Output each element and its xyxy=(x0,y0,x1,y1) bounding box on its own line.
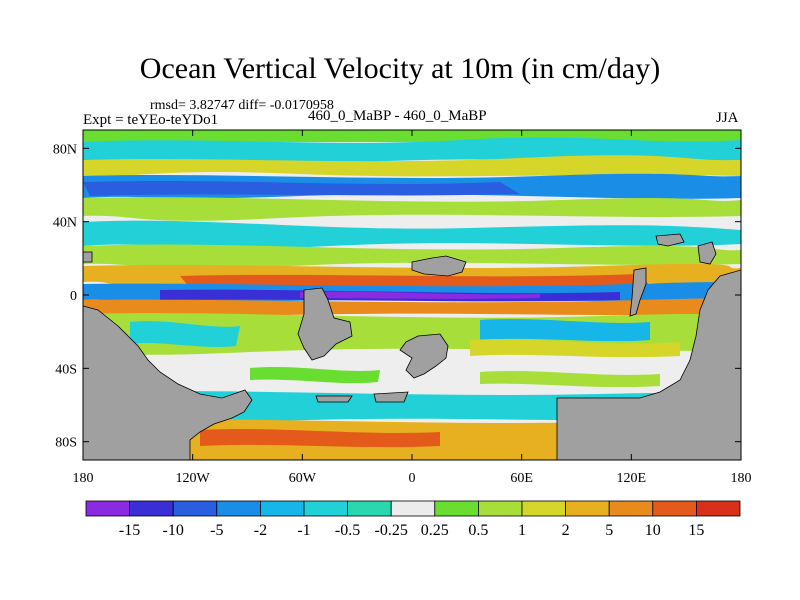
colorbar-label: -0.25 xyxy=(375,522,408,539)
x-tick-label: 180 xyxy=(731,471,752,486)
y-tick-label: 80S xyxy=(55,436,77,451)
colorbar-swatch xyxy=(216,500,261,517)
patch-indian-pos xyxy=(470,339,680,358)
patch-acc-strong xyxy=(200,429,440,448)
colorbar-swatch xyxy=(129,500,174,517)
land-central-1 xyxy=(297,287,353,361)
band-south-equatorial xyxy=(83,298,741,318)
y-tick-label: 40N xyxy=(53,216,77,231)
map-field xyxy=(83,130,741,460)
colorbar-label: 1 xyxy=(518,522,526,539)
band-subtropic-neg xyxy=(83,220,741,249)
colorbar-label: 0.5 xyxy=(468,522,488,539)
patch-indian-neg xyxy=(480,319,650,342)
colorbar-label: -5 xyxy=(210,522,223,539)
land-east-strip xyxy=(629,267,647,317)
y-tick-label: 0 xyxy=(70,289,77,304)
stats-line: rmsd= 3.82747 diff= -0.0170958 xyxy=(150,98,334,113)
colorbar-swatch xyxy=(85,500,130,517)
y-tick-label: 80N xyxy=(53,142,77,157)
subtitle: 460_0_MaBP - 460_0_MaBP xyxy=(308,108,487,124)
season-label: JJA xyxy=(716,110,739,126)
patch-southeast-pacific xyxy=(130,321,240,347)
patch-south-atlantic xyxy=(250,367,380,384)
x-tick-label: 120W xyxy=(176,471,211,486)
land-shelf-2 xyxy=(373,391,409,403)
land-east xyxy=(556,269,741,460)
colorbar-label: -1 xyxy=(297,522,310,539)
colorbar-label: 5 xyxy=(605,522,613,539)
colorbar-label: 15 xyxy=(688,522,704,539)
colorbar-swatch xyxy=(303,500,348,517)
colorbar-label: -10 xyxy=(163,522,184,539)
patch-south-indian xyxy=(480,371,660,388)
colorbar-label: 0.25 xyxy=(421,522,449,539)
colorbar-swatch xyxy=(652,500,697,517)
x-tick-label: 60W xyxy=(289,471,317,486)
land-small-e xyxy=(697,241,717,265)
land-small-w xyxy=(83,251,93,263)
band-equator-peak xyxy=(300,291,540,299)
colorbar-swatch xyxy=(477,500,523,517)
x-axis: 180 120W 60W 0 60E 120E 180 xyxy=(73,130,752,486)
band-midlat-pos xyxy=(83,197,741,221)
y-axis: 80N 40N 0 40S 80S xyxy=(53,142,741,451)
y-tick-label: 40S xyxy=(55,362,77,377)
colorbar-label: 2 xyxy=(562,522,570,539)
colorbar-swatch xyxy=(347,500,392,517)
land-west xyxy=(83,305,253,460)
colorbar: -15 -10 -5 -2 -1 -0.5 -0.25 0.25 0.5 1 2 5 10 15 xyxy=(85,500,741,539)
x-tick-label: 120E xyxy=(617,471,647,486)
colorbar-swatch xyxy=(696,500,741,517)
colorbar-label: -0.5 xyxy=(335,522,360,539)
colorbar-swatch xyxy=(521,500,566,517)
colorbar-swatch xyxy=(434,500,479,517)
band-upwelling-north xyxy=(180,274,650,288)
x-tick-label: 0 xyxy=(409,471,416,486)
land-small-ne xyxy=(655,233,685,247)
land-central-3 xyxy=(399,333,449,379)
colorbar-label: 10 xyxy=(645,522,661,539)
colorbar-swatch xyxy=(259,500,305,517)
x-tick-label: 180 xyxy=(73,471,94,486)
x-tick-label: 60E xyxy=(510,471,533,486)
colorbar-swatch xyxy=(608,500,654,517)
colorbar-swatch xyxy=(565,500,610,517)
colorbar-swatch xyxy=(172,500,218,517)
colorbar-label: -2 xyxy=(254,522,267,539)
band-subtropic-pos xyxy=(83,244,741,269)
colorbar-swatch xyxy=(390,500,436,517)
land-central-2 xyxy=(411,255,467,277)
band-subpolar-core xyxy=(83,181,520,196)
chart-title: Ocean Vertical Velocity at 10m (in cm/da… xyxy=(139,52,661,85)
experiment-label: Expt = teYEo-teYDo1 xyxy=(83,112,219,128)
band-subpolar-pos xyxy=(83,155,741,177)
colorbar-label: -15 xyxy=(119,522,140,539)
land-shelf-1 xyxy=(315,395,353,403)
